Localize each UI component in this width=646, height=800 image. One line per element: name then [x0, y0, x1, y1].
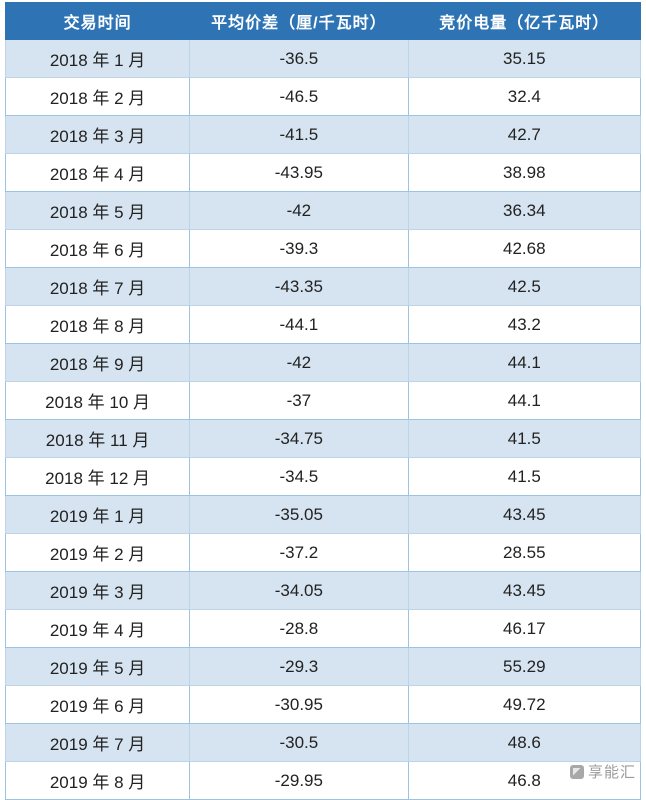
bid-volume-cell: 36.34 — [407, 191, 642, 230]
avg-price-diff-cell: -37 — [189, 381, 409, 420]
bid-volume-cell: 42.5 — [407, 267, 642, 306]
table-row: 2018 年 7 月 -43.35 42.5 — [4, 267, 642, 306]
avg-price-diff-cell: -42 — [189, 191, 409, 230]
period-cell: 2019 年 5 月 — [4, 647, 191, 686]
bid-volume-cell: 46.17 — [407, 609, 642, 648]
header-trade-period: 交易时间 — [4, 2, 191, 40]
period-cell: 2018 年 4 月 — [4, 153, 191, 192]
table-row: 2018 年 6 月 -39.3 42.68 — [4, 229, 642, 268]
header-avg-price-diff: 平均价差（厘/千瓦时） — [189, 2, 409, 40]
bid-volume-cell: 28.55 — [407, 533, 642, 572]
bid-volume-cell: 43.45 — [407, 571, 642, 610]
period-cell: 2019 年 7 月 — [4, 723, 191, 762]
avg-price-diff-cell: -44.1 — [189, 305, 409, 344]
table-row: 2018 年 8 月 -44.1 43.2 — [4, 305, 642, 344]
avg-price-diff-cell: -34.5 — [189, 457, 409, 496]
header-bid-volume: 竞价电量（亿千瓦时） — [407, 2, 642, 40]
table-row: 2018 年 10 月 -37 44.1 — [4, 381, 642, 420]
bid-volume-cell: 38.98 — [407, 153, 642, 192]
table-row: 2018 年 9 月 -42 44.1 — [4, 343, 642, 382]
avg-price-diff-cell: -43.95 — [189, 153, 409, 192]
avg-price-diff-cell: -30.95 — [189, 685, 409, 724]
period-cell: 2018 年 12 月 — [4, 457, 191, 496]
period-cell: 2019 年 1 月 — [4, 495, 191, 534]
watermark-label: 享能汇 — [587, 764, 636, 781]
table-row: 2018 年 5 月 -42 36.34 — [4, 191, 642, 230]
table-body: 2018 年 1 月 -36.5 35.15 2018 年 2 月 -46.5 32.4 2… — [4, 39, 642, 800]
period-cell: 2018 年 3 月 — [4, 115, 191, 154]
table-row: 2019 年 8 月 -29.95 46.8 — [4, 761, 642, 800]
period-cell: 2018 年 6 月 — [4, 229, 191, 268]
avg-price-diff-cell: -34.75 — [189, 419, 409, 458]
table-row: 2018 年 4 月 -43.95 38.98 — [4, 153, 642, 192]
avg-price-diff-cell: -41.5 — [189, 115, 409, 154]
bid-volume-cell: 43.45 — [407, 495, 642, 534]
period-cell: 2019 年 2 月 — [4, 533, 191, 572]
avg-price-diff-cell: -34.05 — [189, 571, 409, 610]
period-cell: 2018 年 7 月 — [4, 267, 191, 306]
avg-price-diff-cell: -36.5 — [189, 39, 409, 78]
table-row: 2019 年 5 月 -29.3 55.29 — [4, 647, 642, 686]
avg-price-diff-cell: -28.8 — [189, 609, 409, 648]
period-cell: 2018 年 2 月 — [4, 77, 191, 116]
period-cell: 2018 年 9 月 — [4, 343, 191, 382]
bid-volume-cell: 32.4 — [407, 77, 642, 116]
bid-volume-cell: 44.1 — [407, 381, 642, 420]
period-cell: 2018 年 5 月 — [4, 191, 191, 230]
period-cell: 2018 年 10 月 — [4, 381, 191, 420]
table-row: 2019 年 7 月 -30.5 48.6 — [4, 723, 642, 762]
period-cell: 2018 年 11 月 — [4, 419, 191, 458]
watermark: 享能汇 — [569, 761, 636, 782]
table-row: 2019 年 1 月 -35.05 43.45 — [4, 495, 642, 534]
period-cell: 2019 年 6 月 — [4, 685, 191, 724]
avg-price-diff-cell: -39.3 — [189, 229, 409, 268]
bid-volume-cell: 43.2 — [407, 305, 642, 344]
bid-volume-cell: 35.15 — [407, 39, 642, 78]
table-row: 2018 年 12 月 -34.5 41.5 — [4, 457, 642, 496]
period-cell: 2019 年 8 月 — [4, 761, 191, 800]
period-cell: 2019 年 4 月 — [4, 609, 191, 648]
table-row: 2018 年 2 月 -46.5 32.4 — [4, 77, 642, 116]
table-header-row: 交易时间 平均价差（厘/千瓦时） 竞价电量（亿千瓦时） — [4, 2, 642, 40]
avg-price-diff-cell: -35.05 — [189, 495, 409, 534]
bid-volume-cell: 55.29 — [407, 647, 642, 686]
period-cell: 2018 年 1 月 — [4, 39, 191, 78]
avg-price-diff-cell: -29.95 — [189, 761, 409, 800]
table-row: 2019 年 4 月 -28.8 46.17 — [4, 609, 642, 648]
xiangnenghui-logo-icon — [569, 764, 584, 779]
table-row: 2019 年 6 月 -30.95 49.72 — [4, 685, 642, 724]
avg-price-diff-cell: -37.2 — [189, 533, 409, 572]
avg-price-diff-cell: -29.3 — [189, 647, 409, 686]
bid-volume-cell: 42.7 — [407, 115, 642, 154]
table-row: 2019 年 2 月 -37.2 28.55 — [4, 533, 642, 572]
period-cell: 2018 年 8 月 — [4, 305, 191, 344]
avg-price-diff-cell: -42 — [189, 343, 409, 382]
bid-volume-cell: 49.72 — [407, 685, 642, 724]
bid-volume-cell: 41.5 — [407, 457, 642, 496]
period-cell: 2019 年 3 月 — [4, 571, 191, 610]
avg-price-diff-cell: -30.5 — [189, 723, 409, 762]
table-row: 2018 年 3 月 -41.5 42.7 — [4, 115, 642, 154]
table-row: 2018 年 1 月 -36.5 35.15 — [4, 39, 642, 78]
bid-volume-cell: 46.8 — [407, 761, 642, 800]
price-volume-table: 交易时间 平均价差（厘/千瓦时） 竞价电量（亿千瓦时） 2018 年 1 月 -3… — [4, 2, 642, 800]
avg-price-diff-cell: -43.35 — [189, 267, 409, 306]
bid-volume-cell: 42.68 — [407, 229, 642, 268]
bid-volume-cell: 41.5 — [407, 419, 642, 458]
table-row: 2019 年 3 月 -34.05 43.45 — [4, 571, 642, 610]
bid-volume-cell: 44.1 — [407, 343, 642, 382]
avg-price-diff-cell: -46.5 — [189, 77, 409, 116]
table-row: 2018 年 11 月 -34.75 41.5 — [4, 419, 642, 458]
bid-volume-cell: 48.6 — [407, 723, 642, 762]
